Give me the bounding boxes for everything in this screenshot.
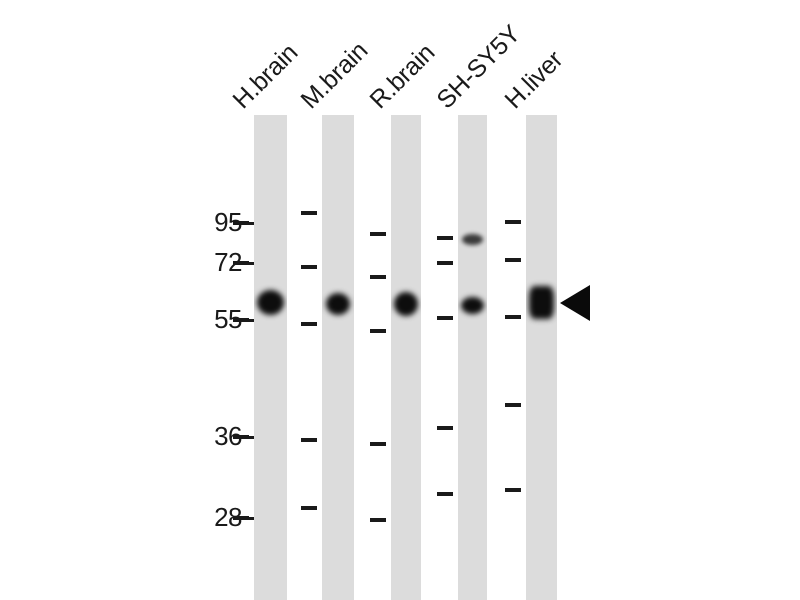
- lane-4-tick-3: [437, 426, 453, 430]
- lane-2-tick-4: [301, 506, 317, 510]
- lane-5-tick-3: [505, 403, 521, 407]
- lane-3-tick-0: [370, 232, 386, 236]
- lane-2-main-band: [326, 293, 350, 315]
- gel-lane-4-surface: [458, 115, 487, 600]
- lane-1-tick-4: [233, 516, 249, 520]
- gel-lane-1-surface: [254, 115, 287, 600]
- lane-1-tick-2: [233, 318, 249, 322]
- band-of-interest-arrow: [560, 285, 590, 321]
- lane-3-main-band: [394, 292, 418, 316]
- lane-4-tick-2: [437, 316, 453, 320]
- lane-3-tick-2: [370, 329, 386, 333]
- lane-2-tick-3: [301, 438, 317, 442]
- gel-lane-3: [391, 115, 421, 600]
- lane-label-lane-2: M.brain: [295, 36, 374, 115]
- lane-1-tick-0: [233, 221, 249, 225]
- gel-lane-2: [322, 115, 354, 600]
- lane-1-tick-1: [233, 261, 249, 265]
- lane-1-main-band: [257, 290, 284, 315]
- lane-5-main-band: [529, 286, 554, 319]
- lane-5-tick-1: [505, 258, 521, 262]
- lane-4-tick-4: [437, 492, 453, 496]
- lane-3-tick-1: [370, 275, 386, 279]
- lane-4-upper-faint-band: [462, 234, 483, 245]
- lane-2-tick-2: [301, 322, 317, 326]
- lane-3-tick-4: [370, 518, 386, 522]
- lane-4-tick-1: [437, 261, 453, 265]
- gel-lane-4: [458, 115, 487, 600]
- lane-5-tick-0: [505, 220, 521, 224]
- lane-2-tick-1: [301, 265, 317, 269]
- lane-5-tick-4: [505, 488, 521, 492]
- lane-3-tick-3: [370, 442, 386, 446]
- gel-lane-5-surface: [526, 115, 557, 600]
- lane-1-tick-3: [233, 435, 249, 439]
- lane-2-tick-0: [301, 211, 317, 215]
- lane-label-lane-3: R.brain: [364, 38, 441, 115]
- lane-label-lane-1: H.brain: [227, 38, 304, 115]
- gel-lane-3-surface: [391, 115, 421, 600]
- gel-lane-5: [526, 115, 557, 600]
- gel-lane-2-surface: [322, 115, 354, 600]
- gel-lane-1: [254, 115, 287, 600]
- lane-4-main-band: [461, 297, 484, 314]
- lane-4-tick-0: [437, 236, 453, 240]
- lane-5-tick-2: [505, 315, 521, 319]
